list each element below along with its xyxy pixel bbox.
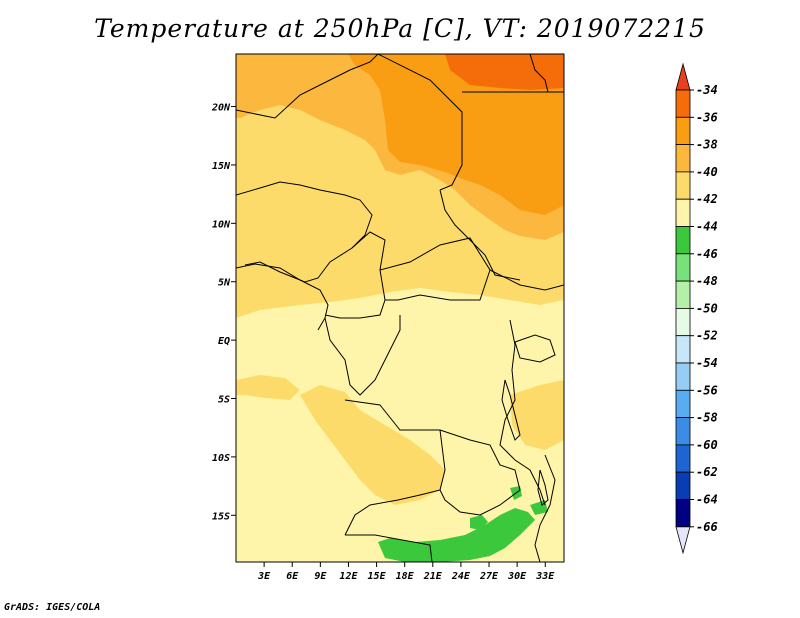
lon-tick-label: 6E (286, 571, 299, 582)
colorbar-box (675, 89, 691, 118)
field-band-minus46 (378, 508, 535, 562)
colorbar-box (675, 116, 691, 146)
lake-tanganyika (501, 379, 521, 441)
lat-tick-label: 10S (212, 453, 230, 464)
lon-tick-label: 27E (479, 571, 499, 582)
lat-tick-label: 20N (211, 103, 231, 114)
field-patch-warm-east (510, 380, 564, 450)
border-sudan-south (489, 269, 564, 291)
colorbar-label: -66 (696, 520, 718, 534)
colorbar-label: -48 (696, 274, 718, 288)
border-sahel-north (236, 54, 379, 119)
colorbar-label: -40 (696, 165, 718, 179)
colorbar-box (675, 471, 691, 500)
border-nigeria (236, 181, 373, 283)
lat-tick-label: 15S (212, 511, 230, 522)
lon-tick-label: 12E (339, 571, 358, 582)
colorbar-label: -60 (696, 438, 718, 452)
colorbar: -34 -36 -38 -40 -42 -44 -46 -48 -50 -52 -54 -56 -58 -… (675, 62, 718, 555)
country-borders (236, 54, 564, 562)
colorbar-box (675, 171, 691, 200)
lake-malawi (537, 469, 549, 506)
field-patch-cold-2 (470, 515, 488, 530)
border-drc-east (499, 319, 546, 506)
grads-credit: GrADS: IGES/COLA (4, 602, 101, 613)
field-band-minus44 (236, 288, 564, 562)
colorbar-label: -52 (696, 329, 718, 343)
colorbar-box (675, 499, 691, 528)
field-patch-warm-south (300, 385, 445, 505)
lon-tick-label: 24E (451, 571, 471, 582)
border-namibia-botswana (345, 534, 433, 562)
lon-tick-label: 18E (396, 571, 415, 582)
colorbar-box (675, 226, 691, 255)
temperature-field (236, 54, 564, 562)
colorbar-bottom-arrow (675, 526, 691, 555)
colorbar-box (675, 253, 691, 282)
lon-tick-label: 30E (507, 571, 527, 582)
lon-tick-label: 21E (423, 571, 443, 582)
border-chad-sudan (439, 189, 521, 281)
colorbar-box (675, 144, 691, 173)
colorbar-box (675, 198, 691, 227)
lon-tick-label: 9E (314, 571, 327, 582)
lon-tick-label: 3E (257, 571, 271, 582)
lon-tick-label: 15E (368, 571, 387, 582)
colorbar-label: -54 (696, 356, 718, 370)
field-band-minus36 (445, 54, 564, 90)
colorbar-label: -58 (696, 411, 718, 425)
colorbar-box (675, 307, 691, 337)
coast-west-africa (236, 263, 329, 331)
lat-tick-label: 10N (212, 219, 231, 230)
nile-river (529, 54, 549, 93)
colorbar-box (675, 362, 691, 391)
field-patch-warm-sw (236, 375, 300, 400)
border-car (379, 237, 491, 301)
colorbar-label: -64 (696, 493, 718, 507)
colorbar-box (675, 389, 691, 418)
colorbar-box (675, 280, 691, 309)
lake-victoria (514, 334, 556, 363)
colorbar-label: -34 (696, 83, 718, 97)
colorbar-label: -50 (696, 301, 718, 315)
border-congo (324, 315, 401, 396)
lat-tick-label: 5S (218, 395, 230, 406)
colorbar-label: -62 (696, 465, 718, 479)
longitude-axis: 3E 6E 9E 12E 15E 18E 21E 24E 27E 30E 33E (257, 562, 555, 582)
field-band-minus38 (348, 54, 564, 215)
colorbar-box (675, 335, 691, 364)
colorbar-label: -44 (696, 220, 718, 234)
map-title: Temperature at 250hPa [C], VT: 201907221… (94, 14, 706, 43)
colorbar-label: -46 (696, 247, 718, 261)
colorbar-box (675, 444, 691, 473)
colorbar-label: -36 (696, 110, 718, 124)
lat-tick-label: EQ (218, 336, 230, 347)
lat-tick-label: 15N (212, 161, 231, 172)
map-frame (235, 53, 565, 563)
border-niger-chad (377, 54, 463, 191)
lat-tick-label: 5N (218, 278, 231, 289)
border-zambia (439, 429, 521, 516)
colorbar-label: -56 (696, 383, 718, 397)
colorbar-top-arrow (675, 62, 691, 91)
lon-tick-label: 33E (535, 571, 555, 582)
border-mozambique (534, 454, 556, 562)
latitude-axis: 20N 15N 10N 5N EQ 5S 10S 15S (211, 103, 236, 522)
colorbar-box (675, 417, 691, 446)
colorbar-label: -38 (696, 138, 718, 152)
colorbar-label: -42 (696, 192, 718, 206)
